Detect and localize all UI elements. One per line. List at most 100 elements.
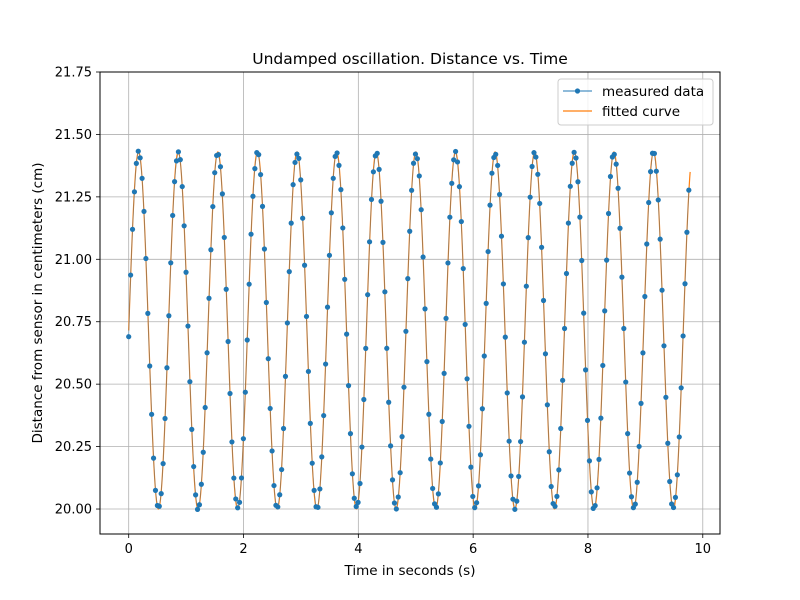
y-axis-label: Distance from sensor in centimeters (cm) xyxy=(30,162,46,443)
legend: measured data fitted curve xyxy=(557,78,714,126)
measured-data-point xyxy=(588,489,594,495)
measured-data-point xyxy=(558,425,564,432)
measured-data-point xyxy=(514,498,520,504)
measured-data-point xyxy=(655,197,661,203)
measured-data-point xyxy=(435,491,441,497)
measured-data-point xyxy=(537,200,543,207)
measured-data-point xyxy=(663,394,669,400)
measured-data-point xyxy=(380,239,386,245)
measured-data-point xyxy=(342,276,348,282)
measured-data-point xyxy=(470,493,476,500)
measured-data-point xyxy=(493,151,499,157)
measured-data-point xyxy=(340,225,346,231)
measured-data-point xyxy=(443,315,449,321)
measured-data-point xyxy=(365,292,371,298)
measured-data-point xyxy=(284,320,290,326)
measured-data-point xyxy=(563,270,570,277)
measured-data-point xyxy=(437,460,443,466)
measured-data-point xyxy=(678,385,684,391)
measured-data-point xyxy=(349,471,355,477)
measured-data-point xyxy=(661,343,667,349)
measured-data-point xyxy=(315,504,321,510)
measured-data-point xyxy=(311,487,317,493)
measured-data-point xyxy=(454,159,461,165)
measured-data-point xyxy=(233,496,239,502)
measured-data-point xyxy=(634,479,640,485)
measured-data-point xyxy=(644,241,650,247)
measured-data-point xyxy=(447,214,453,220)
measured-data-point xyxy=(389,477,396,483)
measured-data-point xyxy=(439,418,445,425)
measured-data-point xyxy=(424,359,430,365)
measured-data-point xyxy=(338,187,344,193)
measured-data-point xyxy=(196,502,203,508)
measured-data-point xyxy=(292,159,298,166)
measured-data-point xyxy=(500,281,506,287)
measured-data-point xyxy=(271,482,277,489)
measured-data-point xyxy=(638,400,644,406)
x-tick-label: 6 xyxy=(469,542,477,557)
measured-data-point xyxy=(519,394,526,400)
measured-data-layer xyxy=(126,148,692,513)
measured-data-point xyxy=(474,500,480,506)
measured-data-point xyxy=(185,323,191,329)
measured-data-point xyxy=(539,244,545,250)
measured-data-point xyxy=(496,191,503,198)
measured-data-point xyxy=(397,470,403,476)
measured-data-point xyxy=(145,310,151,316)
measured-data-point xyxy=(328,210,334,216)
measured-data-point xyxy=(204,350,210,356)
measured-data-point xyxy=(168,260,174,266)
y-tick-label: 21.50 xyxy=(55,128,92,143)
measured-data-point xyxy=(632,501,638,507)
measured-data-point xyxy=(336,162,342,168)
measured-data-point xyxy=(485,248,491,255)
measured-data-point xyxy=(584,417,591,423)
measured-data-point xyxy=(231,475,237,481)
measured-data-point xyxy=(290,182,296,188)
legend-box xyxy=(557,78,714,126)
measured-data-point xyxy=(133,160,139,166)
measured-data-point xyxy=(577,214,583,220)
measured-data-point xyxy=(202,404,208,411)
measured-data-point xyxy=(300,215,306,221)
measured-data-point xyxy=(171,179,178,185)
legend-label-fitted-curve: fitted curve xyxy=(602,104,680,120)
measured-data-point xyxy=(229,439,235,445)
measured-data-point xyxy=(164,365,170,371)
measured-data-point xyxy=(504,390,510,396)
measured-data-point xyxy=(594,485,600,491)
x-tick-label: 0 xyxy=(125,542,133,557)
measured-data-point xyxy=(139,175,145,181)
measured-data-point xyxy=(366,239,373,245)
measured-data-point xyxy=(521,339,528,345)
measured-data-point xyxy=(309,460,315,466)
measured-data-point xyxy=(573,155,579,161)
measured-data-point xyxy=(540,297,547,304)
chart-title: Undamped oscillation. Distance vs. Time xyxy=(252,50,568,68)
measured-data-point xyxy=(258,171,264,178)
measured-data-point xyxy=(324,304,331,310)
measured-data-point xyxy=(546,449,552,455)
measured-data-point xyxy=(453,148,459,155)
measured-data-point xyxy=(464,376,470,382)
measured-data-point xyxy=(477,452,484,458)
measured-data-point xyxy=(615,185,621,191)
measured-data-point xyxy=(613,161,619,167)
y-tick-label: 21.75 xyxy=(55,66,92,81)
measured-data-point xyxy=(368,196,375,203)
measured-data-point xyxy=(483,300,489,306)
measured-data-point xyxy=(382,289,388,295)
measured-data-point xyxy=(525,235,531,241)
measured-data-point xyxy=(604,257,610,263)
measured-data-point xyxy=(602,308,608,314)
measured-data-point xyxy=(225,338,231,345)
measured-data-point xyxy=(462,321,468,328)
measured-data-point xyxy=(619,274,625,280)
x-tick-label: 8 xyxy=(584,542,592,557)
measured-data-point xyxy=(611,151,617,157)
measured-data-point xyxy=(149,411,155,417)
measured-data-point xyxy=(617,225,623,231)
measured-data-point xyxy=(460,265,466,272)
measured-data-point xyxy=(475,483,482,489)
